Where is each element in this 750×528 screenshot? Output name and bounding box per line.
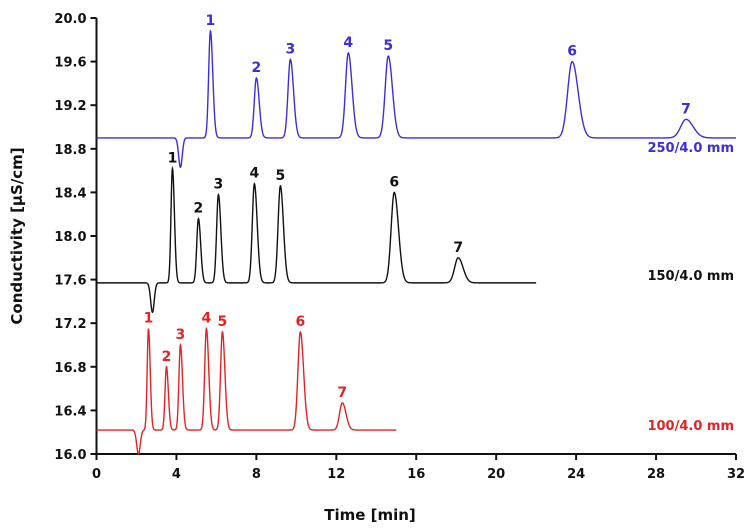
x-tick-label: 12 [327,467,345,482]
peak-label: 4 [202,311,212,327]
peak-label: 7 [453,240,463,256]
peak-label: 1 [206,13,216,29]
y-tick-label: 18.0 [54,230,86,245]
x-tick-label: 16 [407,467,425,482]
y-tick-label: 17.2 [54,317,86,332]
peak-label: 3 [176,327,186,343]
peak-label: 2 [194,201,204,217]
peak-label: 1 [168,150,178,166]
y-tick-label: 19.2 [54,99,86,114]
peak-label: 5 [218,314,228,330]
y-axis-label: Conductivity [µS/cm] [8,147,26,324]
x-tick-label: 28 [647,467,665,482]
y-tick-label: 17.6 [54,274,86,289]
peak-label: 5 [383,38,393,54]
peak-label: 4 [343,35,353,51]
peak-label: 6 [567,44,577,60]
x-tick-label: 0 [92,467,101,482]
y-tick-label: 18.8 [54,143,86,158]
peak-label: 7 [681,101,691,117]
y-tick-label: 18.4 [54,186,86,201]
x-tick-label: 8 [252,467,261,482]
y-tick-label: 16.4 [54,404,86,419]
series-name-label: 250/4.0 mm [647,141,734,156]
y-tick-label: 20.0 [54,12,86,27]
x-tick-label: 32 [727,467,745,482]
peak-label: 5 [275,168,285,184]
x-tick-label: 4 [172,467,181,482]
y-tick-label: 16.8 [54,361,86,376]
peak-label: 4 [250,166,260,182]
series-2: 1 234 5 6 7 100/4.0 mm [96,311,734,455]
peak-label: 3 [285,41,295,57]
x-tick-label: 20 [487,467,505,482]
y-tick-label: 16.0 [54,448,86,463]
x-tick-label: 24 [567,467,585,482]
x-axis-label: Time [min] [324,506,416,524]
series-line [96,29,736,169]
peak-label: 3 [214,177,224,193]
peak-label: 2 [162,349,172,365]
axes: 0 4 8 12 16 20 24 28 3216.016.416.817.217.618.01… [54,12,745,482]
series-line [96,326,397,455]
peak-label: 6 [295,314,305,330]
series-0: 1 2 3 4 5 6 7 250/4.0 mm [96,13,736,169]
peak-label: 6 [389,174,399,190]
series-name-label: 150/4.0 mm [647,269,734,284]
series-name-label: 100/4.0 mm [647,419,734,434]
series-line [96,165,537,314]
peak-label: 7 [337,385,347,401]
y-tick-label: 19.6 [54,56,86,71]
peak-label: 1 [144,311,154,327]
peak-label: 2 [252,60,262,76]
